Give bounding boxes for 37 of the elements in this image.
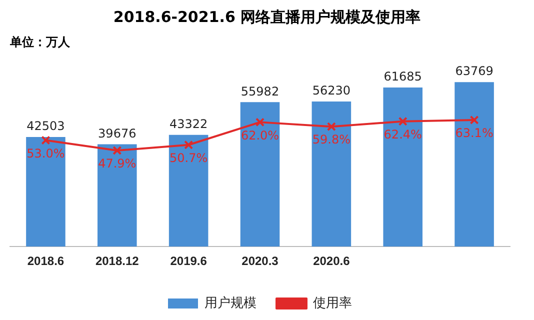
x-tick-label: 2018.12 (95, 254, 140, 268)
data-label: 53.0% (26, 146, 65, 160)
chart-title: 2018.6-2021.6 网络直播用户规模及使用率 (112, 8, 422, 27)
x-tick-label: 2019.6 (170, 254, 208, 268)
bar (383, 87, 422, 247)
x-tick-label: 2020.6 (313, 254, 350, 268)
bar (98, 144, 137, 247)
legend-label: 用户规模 (204, 295, 256, 310)
data-label: 63.1% (455, 126, 494, 140)
data-label: 56230 (312, 84, 351, 98)
data-label: 47.9% (98, 156, 136, 171)
x-tick-label: 2018.6 (27, 254, 64, 268)
data-label: 50.7% (170, 150, 208, 165)
point (398, 116, 408, 126)
data-label: 59.8% (312, 132, 350, 147)
point (255, 118, 265, 127)
bar (454, 82, 494, 247)
bar (240, 102, 280, 247)
data-label: 61685 (384, 70, 422, 84)
legend-label: 使用率 (313, 295, 352, 310)
text: 单位：万人 (10, 34, 70, 51)
point (41, 136, 50, 145)
data-label: 43322 (169, 116, 208, 131)
x-tick-label: 2020.3 (242, 254, 279, 268)
data-label: 39676 (98, 126, 136, 140)
bar (168, 134, 208, 247)
data-label: 63769 (455, 64, 494, 78)
point (326, 122, 336, 132)
data-label: 55982 (240, 84, 280, 98)
data-label: 42503 (26, 119, 65, 134)
data-label: 62.4% (384, 128, 422, 142)
bar (312, 102, 352, 247)
point (112, 146, 122, 156)
point (184, 140, 194, 150)
bar (26, 136, 66, 247)
data-label: 62.0% (240, 128, 280, 142)
point (470, 115, 479, 125)
